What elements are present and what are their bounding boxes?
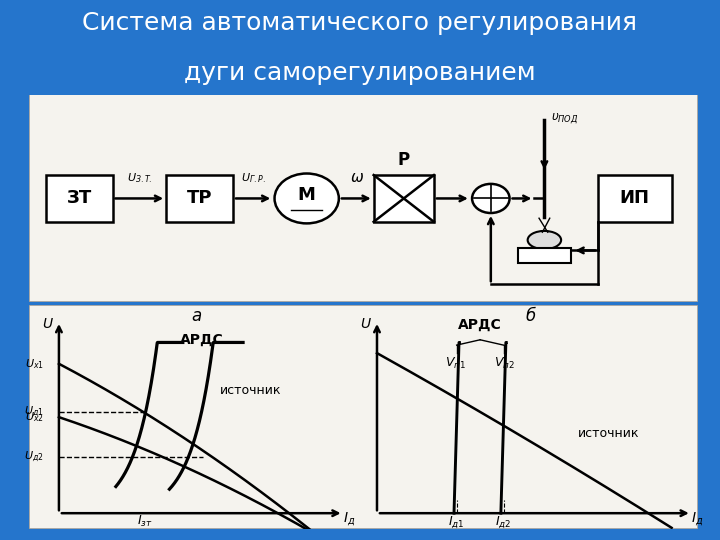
Text: Р: Р: [397, 151, 410, 169]
Text: $V_{п1}$: $V_{п1}$: [445, 356, 466, 371]
Text: ТР: ТР: [186, 190, 212, 207]
FancyBboxPatch shape: [374, 175, 434, 222]
Text: $I_{д2}$: $I_{д2}$: [495, 514, 512, 530]
FancyBboxPatch shape: [598, 175, 672, 222]
FancyBboxPatch shape: [29, 305, 698, 529]
Text: $I_д$: $I_д$: [343, 511, 355, 529]
Text: $\upsilon_{ПОД}$: $\upsilon_{ПОД}$: [551, 111, 579, 125]
Text: дуги саморегулированием: дуги саморегулированием: [184, 62, 536, 85]
FancyBboxPatch shape: [518, 248, 571, 264]
Text: б: б: [526, 307, 536, 325]
Text: $U_{З.Т.}$: $U_{З.Т.}$: [127, 172, 152, 185]
Text: источник: источник: [220, 384, 281, 397]
Text: $I_{зт}$: $I_{зт}$: [137, 514, 153, 529]
Circle shape: [274, 173, 339, 224]
Text: АРДС: АРДС: [179, 333, 223, 347]
Text: U: U: [361, 317, 371, 331]
Circle shape: [472, 184, 510, 213]
FancyBboxPatch shape: [45, 175, 112, 222]
Text: Система автоматического регулирования: Система автоматического регулирования: [83, 11, 637, 35]
FancyBboxPatch shape: [166, 175, 233, 222]
Ellipse shape: [528, 231, 561, 249]
Text: U: U: [42, 317, 53, 331]
Text: ЗТ: ЗТ: [66, 190, 91, 207]
Text: $U_{Г.Р.}$: $U_{Г.Р.}$: [240, 172, 266, 185]
FancyBboxPatch shape: [29, 94, 698, 302]
Text: ИП: ИП: [620, 190, 649, 207]
Text: $U_{х1}$: $U_{х1}$: [24, 357, 43, 370]
Text: АРДС: АРДС: [458, 318, 502, 332]
Text: $U_{д2}$: $U_{д2}$: [24, 450, 43, 464]
Text: $U_{х2}$: $U_{х2}$: [24, 410, 43, 424]
Text: $\omega$: $\omega$: [350, 171, 364, 185]
Text: а: а: [191, 307, 202, 325]
Text: $I_д$: $I_д$: [691, 511, 703, 529]
Text: $I_{д1}$: $I_{д1}$: [449, 514, 465, 530]
Text: источник: источник: [578, 427, 639, 440]
Text: $V_{п2}$: $V_{п2}$: [495, 356, 516, 371]
Text: $U_{д1}$: $U_{д1}$: [24, 404, 43, 419]
Text: М: М: [298, 186, 315, 204]
